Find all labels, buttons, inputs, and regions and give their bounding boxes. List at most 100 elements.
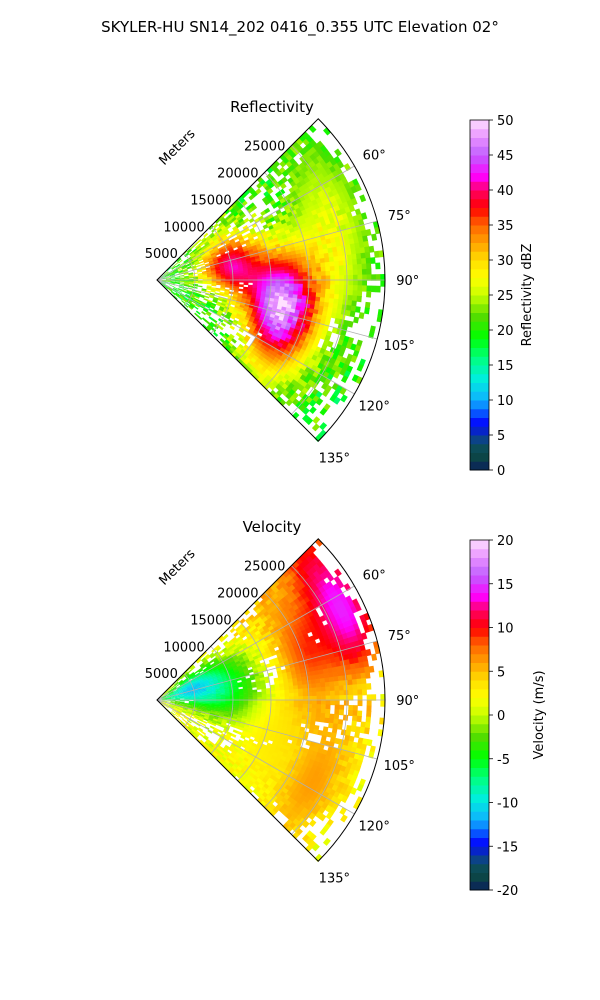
radar-cell — [174, 271, 179, 274]
radar-cell — [234, 723, 241, 728]
radar-cell — [321, 310, 328, 317]
colorbar-tick-label: 10 — [497, 622, 514, 637]
radar-cell — [352, 689, 358, 696]
radar-cell — [189, 730, 195, 735]
radar-cell — [319, 677, 326, 684]
radar-cell — [171, 266, 177, 270]
radar-cell — [350, 355, 358, 363]
radar-cell — [242, 654, 248, 660]
radar-cell — [347, 259, 353, 266]
radar-cell — [321, 659, 327, 666]
radar-cell — [193, 725, 199, 730]
radar-cell — [226, 718, 233, 723]
radar-cell — [204, 714, 210, 718]
radar-cell — [202, 651, 208, 657]
radar-cell — [202, 696, 208, 698]
radar-cell — [224, 690, 230, 694]
radar-cell — [243, 280, 249, 283]
colorbar-segment — [470, 636, 489, 646]
radar-cell — [247, 750, 254, 756]
radar-cell — [183, 694, 189, 696]
radar-cell — [181, 684, 186, 688]
radar-cell — [189, 724, 195, 729]
radar-cell — [225, 672, 231, 676]
radar-cell — [252, 635, 259, 641]
radar-cell — [352, 710, 358, 717]
radar-cell — [206, 706, 212, 709]
radar-cell — [350, 305, 357, 313]
radar-cell — [223, 727, 229, 732]
radar-cell — [275, 283, 281, 287]
radar-cell — [179, 704, 185, 707]
radar-cell — [184, 303, 189, 308]
radar-cell — [164, 271, 169, 275]
radar-cell — [175, 712, 180, 717]
radar-cell — [329, 289, 335, 295]
radar-cell — [180, 720, 185, 725]
radar-cell — [204, 662, 210, 667]
radar-cell — [288, 713, 294, 719]
radar-cell — [166, 280, 171, 282]
colorbar-segment — [470, 662, 489, 672]
radar-cell — [302, 688, 308, 693]
radar-cell — [354, 764, 362, 773]
radar-cell — [186, 719, 192, 724]
radar-cell — [257, 702, 263, 706]
radar-cell — [184, 697, 190, 699]
radar-cell — [334, 700, 340, 706]
radar-cell — [307, 312, 314, 318]
radar-cell — [179, 696, 185, 698]
radar-cell — [264, 627, 271, 634]
radar-cell — [181, 290, 187, 294]
radar-cell — [246, 323, 252, 329]
radar-cell — [165, 703, 170, 707]
radar-cell — [247, 284, 253, 288]
radar-cell — [209, 241, 215, 246]
radar-cell — [243, 702, 249, 706]
radar-cell — [207, 695, 212, 698]
radar-cell — [273, 718, 279, 723]
radar-cell — [234, 706, 240, 709]
radar-cell — [324, 639, 331, 646]
radar-cell — [271, 179, 279, 186]
radar-cell — [336, 328, 343, 336]
radar-cell — [175, 698, 181, 700]
radar-cell — [169, 272, 174, 275]
radar-cell — [221, 212, 227, 218]
radar-cell — [229, 641, 235, 647]
radar-cell — [265, 630, 273, 637]
radar-cell — [188, 704, 194, 706]
radar-cell — [248, 614, 255, 621]
radar-cell — [225, 660, 231, 666]
radar-cell — [228, 737, 235, 742]
radar-cell — [259, 179, 267, 186]
radar-cell — [350, 605, 358, 614]
radar-cell — [315, 712, 321, 718]
radar-cell — [364, 721, 371, 729]
radar-cell — [205, 710, 211, 714]
radar-cell — [238, 268, 244, 272]
radar-cell — [266, 187, 274, 195]
radar-cell — [338, 685, 345, 692]
radar-cell — [324, 804, 333, 813]
radar-cell — [261, 700, 267, 704]
radar-cell — [351, 720, 357, 727]
radar-cell — [257, 280, 263, 284]
radar-cell — [313, 665, 319, 672]
radar-cell — [231, 636, 238, 642]
radar-cell — [338, 754, 346, 762]
radar-cell — [326, 311, 333, 318]
radar-cell — [356, 295, 362, 303]
radar-cell — [185, 712, 191, 716]
radar-cell — [319, 301, 325, 308]
radar-cell — [166, 278, 171, 280]
radar-cell — [275, 280, 281, 284]
radar-cell — [311, 695, 317, 701]
radar-cell — [235, 315, 241, 320]
radar-cell — [241, 663, 247, 668]
radar-cell — [312, 416, 321, 425]
radar-cell — [206, 694, 212, 697]
radar-cell — [330, 312, 337, 319]
radar-cell — [279, 263, 285, 268]
radar-cell — [366, 700, 372, 707]
